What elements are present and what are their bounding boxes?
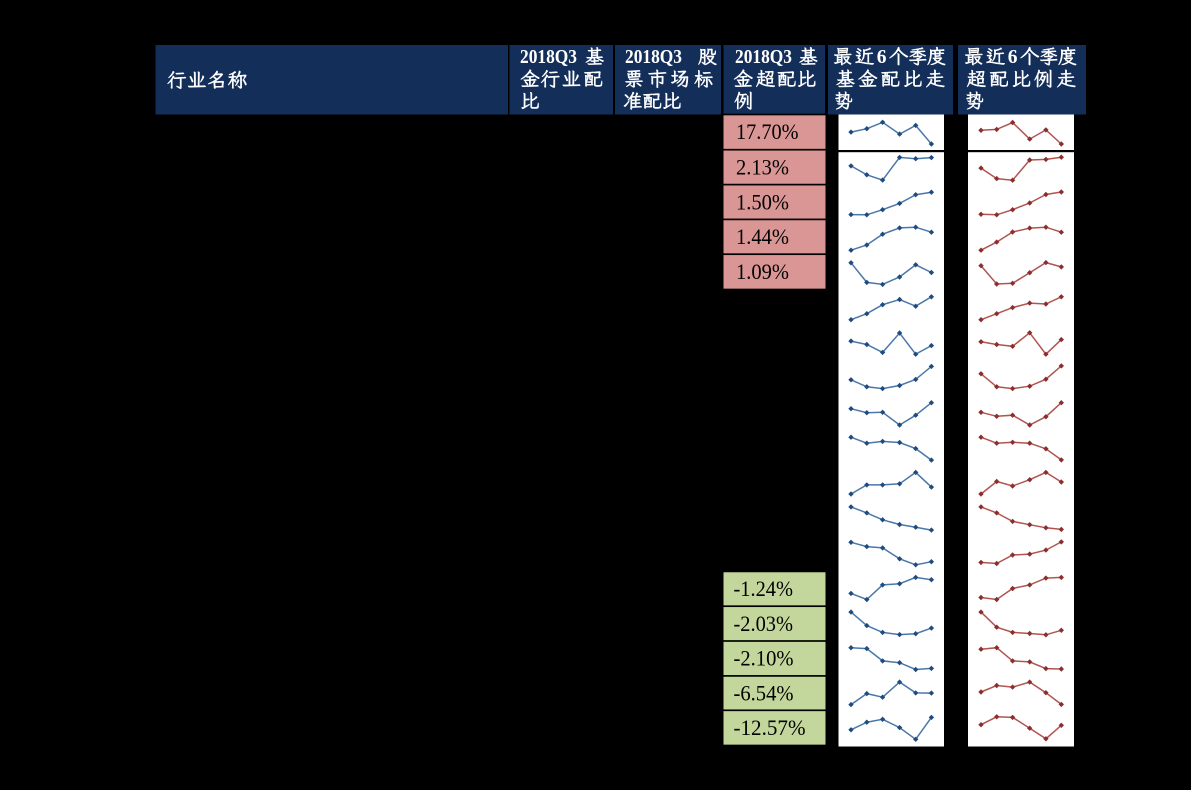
svg-text:-2.03%: -2.03% [734,611,794,636]
svg-text:1.09%: 1.09% [736,259,789,284]
svg-text:1.50%: 1.50% [736,189,789,214]
svg-text:-12.57%: -12.57% [734,715,806,740]
svg-text:-2.10%: -2.10% [734,646,794,671]
svg-text:1.44%: 1.44% [736,224,789,249]
svg-text:6: 6 [1008,47,1018,68]
svg-text:6: 6 [877,47,887,68]
svg-text:2018Q3: 2018Q3 [625,47,682,68]
svg-text:17.70%: 17.70% [736,119,799,144]
svg-text:2.13%: 2.13% [736,154,789,179]
svg-text:-1.24%: -1.24% [734,576,794,601]
svg-text:-6.54%: -6.54% [734,681,794,706]
svg-text:2018Q3: 2018Q3 [520,47,577,68]
svg-text:2018Q3: 2018Q3 [735,47,792,68]
